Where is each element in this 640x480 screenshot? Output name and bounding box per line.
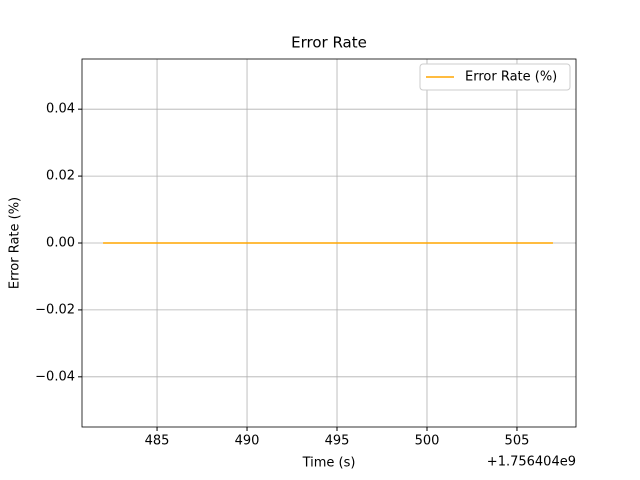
plot-frame bbox=[81, 58, 577, 428]
y-tick-label: 0.00 bbox=[46, 236, 75, 251]
x-tick-label: 495 bbox=[325, 434, 350, 449]
x-tick-label: 485 bbox=[145, 434, 170, 449]
legend-box bbox=[419, 63, 571, 91]
y-axis-label: Error Rate (%) bbox=[8, 197, 23, 289]
y-tick-label: 0.02 bbox=[46, 169, 75, 184]
y-tick-label: 0.04 bbox=[46, 102, 75, 117]
x-offset-label: +1.756404e9 bbox=[487, 455, 576, 470]
legend-label: Error Rate (%) bbox=[465, 70, 557, 85]
y-tick-label: −0.04 bbox=[35, 369, 75, 384]
chart-title: Error Rate bbox=[291, 34, 367, 52]
x-tick-label: 500 bbox=[415, 434, 440, 449]
x-tick-label: 505 bbox=[505, 434, 530, 449]
x-axis-label: Time (s) bbox=[302, 456, 356, 471]
y-tick-label: −0.02 bbox=[35, 302, 75, 317]
x-tick-label: 490 bbox=[235, 434, 260, 449]
